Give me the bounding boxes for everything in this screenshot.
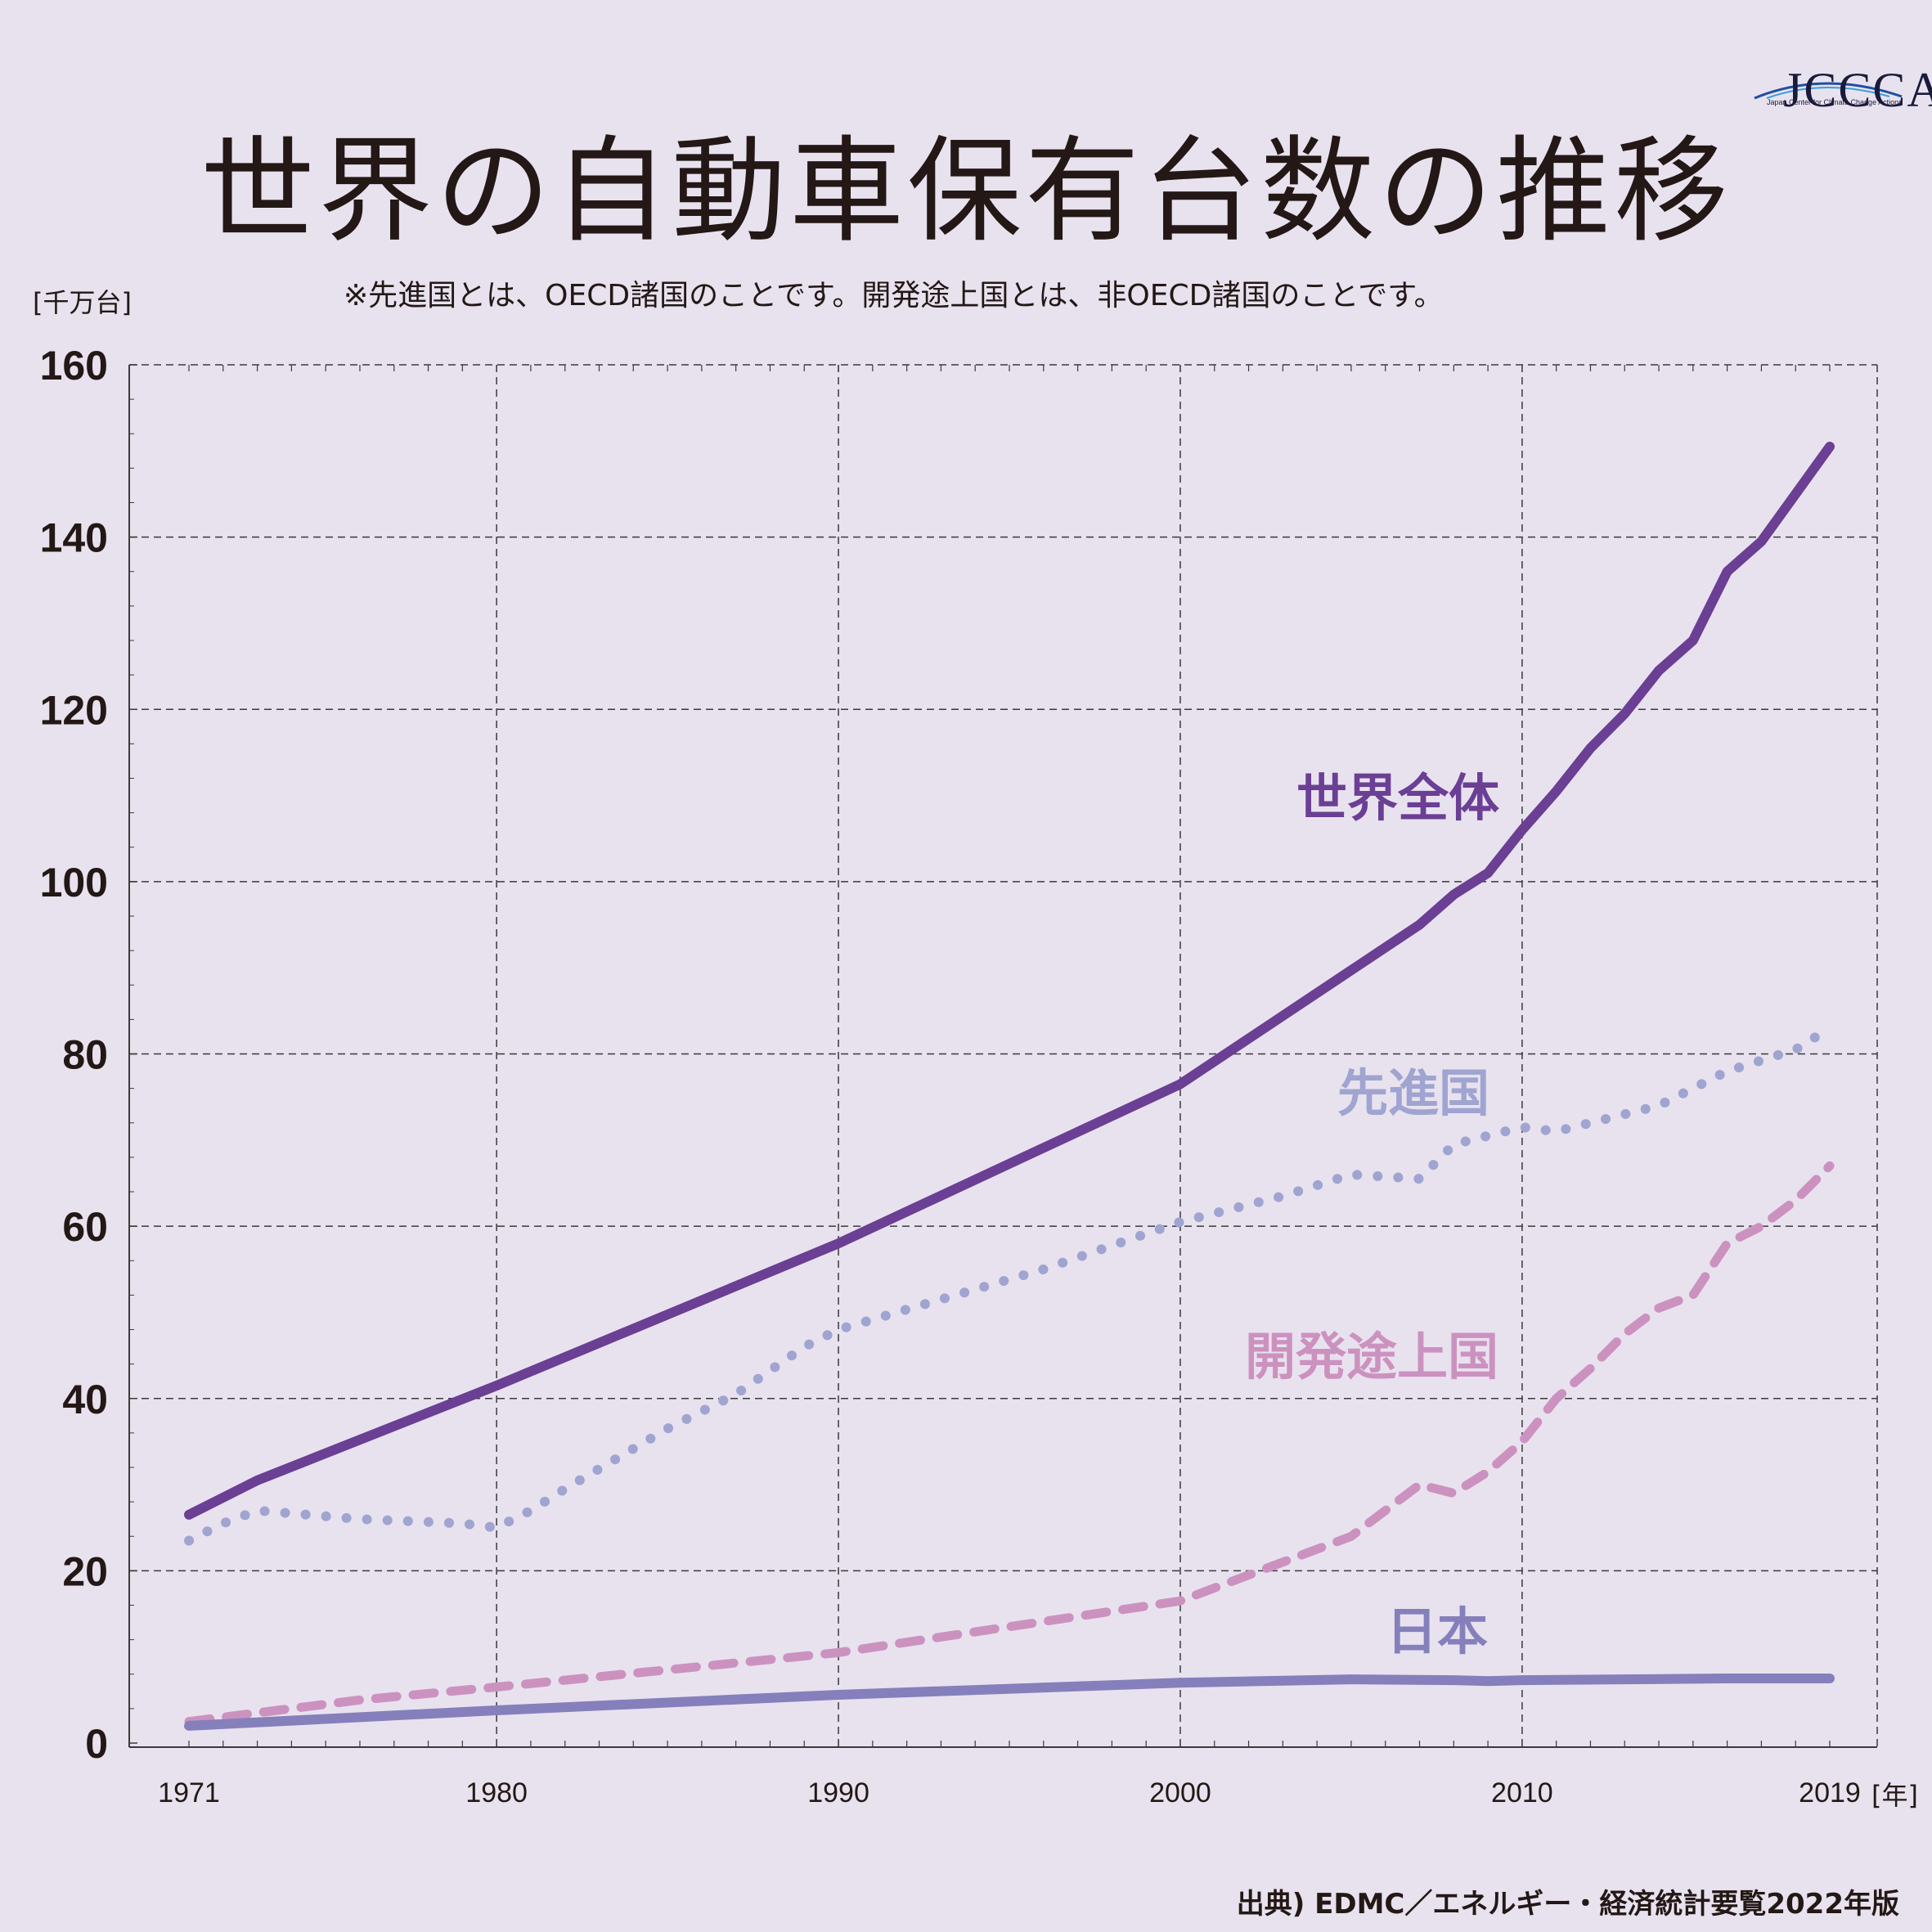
series-line-developed: [184, 1022, 1835, 1546]
series-label-world: 世界全体: [1296, 768, 1499, 828]
chart-title: 世界の自動車保有台数の推移: [200, 125, 1732, 258]
series-label-developed: 先進国: [1337, 1063, 1489, 1123]
ytick-label-0: 0: [85, 1721, 108, 1767]
logo-arc-icon: [1754, 82, 1903, 100]
ytick-label-100: 100: [40, 860, 108, 905]
xtick-label-2000: 2000: [1149, 1777, 1211, 1808]
series-labels: 世界全体 先進国 開発途上国 日本: [1245, 768, 1499, 1661]
axes: 0 20 40 60 80 100 120 140 160 1971 1980 1990 2000 201…: [40, 343, 1877, 1808]
series-line-japan: [184, 1674, 1835, 1731]
series-label-japan: 日本: [1386, 1602, 1488, 1661]
ytick-label-80: 80: [62, 1032, 108, 1078]
ytick-label-120: 120: [40, 687, 108, 733]
x-axis-unit: [年]: [1871, 1780, 1918, 1811]
grid: [129, 364, 1878, 1747]
ytick-label-60: 60: [62, 1204, 108, 1250]
series-line-developing: [184, 1161, 1835, 1727]
logo-mark: JCCCA: [1783, 63, 1932, 117]
logo-subtitle: Japan Center for Climate Change Actions: [1767, 98, 1903, 106]
series-label-developing: 開発途上国: [1245, 1327, 1498, 1386]
xtick-label-1971: 1971: [158, 1777, 220, 1808]
series-lines: [184, 442, 1835, 1731]
ytick-label-40: 40: [62, 1377, 108, 1422]
xtick-label-2019: 2019: [1799, 1777, 1861, 1808]
ytick-label-160: 160: [40, 343, 108, 389]
jccca-logo: JCCCA Japan Center for Climate Change Ac…: [1750, 65, 1932, 123]
y-axis-unit: [千万台]: [33, 287, 132, 318]
source-note: 出典) EDMC／エネルギー・経済統計要覧2022年版: [1236, 1888, 1899, 1921]
series-line-world: [184, 442, 1835, 1520]
xtick-label-1990: 1990: [807, 1777, 869, 1808]
xtick-label-1980: 1980: [465, 1777, 528, 1808]
xtick-label-2010: 2010: [1491, 1777, 1553, 1808]
ytick-label-20: 20: [62, 1548, 108, 1594]
chart-note: ※先進国とは、OECD諸国のことです。開発途上国とは、非OECD諸国のことです。: [344, 279, 1444, 312]
ytick-label-140: 140: [40, 515, 108, 561]
